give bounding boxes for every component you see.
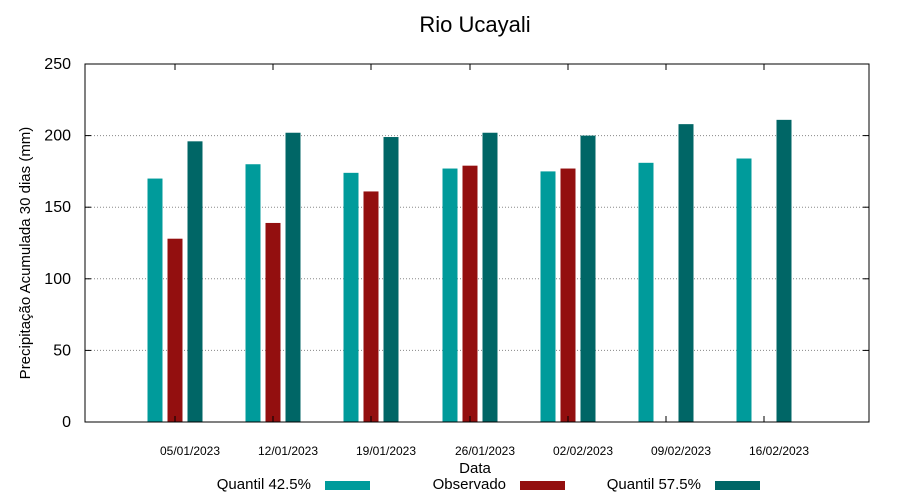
plot-frame [84, 63, 870, 423]
bar [187, 141, 203, 422]
x-axis-ticks: 05/01/2023 12/01/2023 19/01/2023 26/01/2023… [160, 64, 809, 458]
chart-title: Rio Ucayali [419, 12, 530, 37]
x-tick-label: 09/02/2023 [651, 444, 711, 458]
bar [560, 168, 576, 422]
bar [343, 172, 359, 422]
x-axis-label: Data [459, 460, 491, 477]
bar [363, 191, 379, 422]
x-tick-label: 26/01/2023 [455, 444, 515, 458]
bar [383, 137, 399, 423]
bars [147, 119, 792, 423]
legend: Quantil 42.5% Observado Quantil 57.5% [217, 476, 760, 493]
bar [245, 164, 261, 423]
bar [540, 171, 556, 422]
legend-label: Quantil 42.5% [217, 476, 311, 493]
legend-swatch [715, 481, 760, 490]
bar [265, 222, 281, 422]
bar [638, 162, 654, 423]
bar [462, 165, 478, 422]
x-tick-label: 05/01/2023 [160, 444, 220, 458]
bar [678, 124, 694, 423]
x-tick-label: 12/01/2023 [258, 444, 318, 458]
y-tick-label: 0 [62, 414, 71, 431]
y-tick-label: 100 [44, 271, 71, 288]
y-tick-label: 50 [53, 342, 71, 359]
x-tick-label: 16/02/2023 [749, 444, 809, 458]
legend-label: Observado [433, 476, 506, 493]
y-axis-ticks: 0 50 100 150 200 250 [44, 56, 869, 431]
y-tick-label: 150 [44, 199, 71, 216]
bar [285, 132, 301, 422]
legend-swatch [325, 481, 370, 490]
bar [580, 135, 596, 422]
bar [442, 168, 458, 422]
y-tick-label: 200 [44, 128, 71, 145]
x-tick-label: 19/01/2023 [356, 444, 416, 458]
legend-label: Quantil 57.5% [607, 476, 701, 493]
bar [147, 178, 163, 422]
bar [482, 132, 498, 422]
y-tick-label: 250 [44, 56, 71, 73]
x-tick-label: 02/02/2023 [553, 444, 613, 458]
bar [776, 119, 792, 423]
legend-swatch [520, 481, 565, 490]
bar [167, 238, 183, 422]
y-axis-label: Precipitação Acumulada 30 dias (mm) [17, 127, 34, 380]
bar [736, 158, 752, 422]
